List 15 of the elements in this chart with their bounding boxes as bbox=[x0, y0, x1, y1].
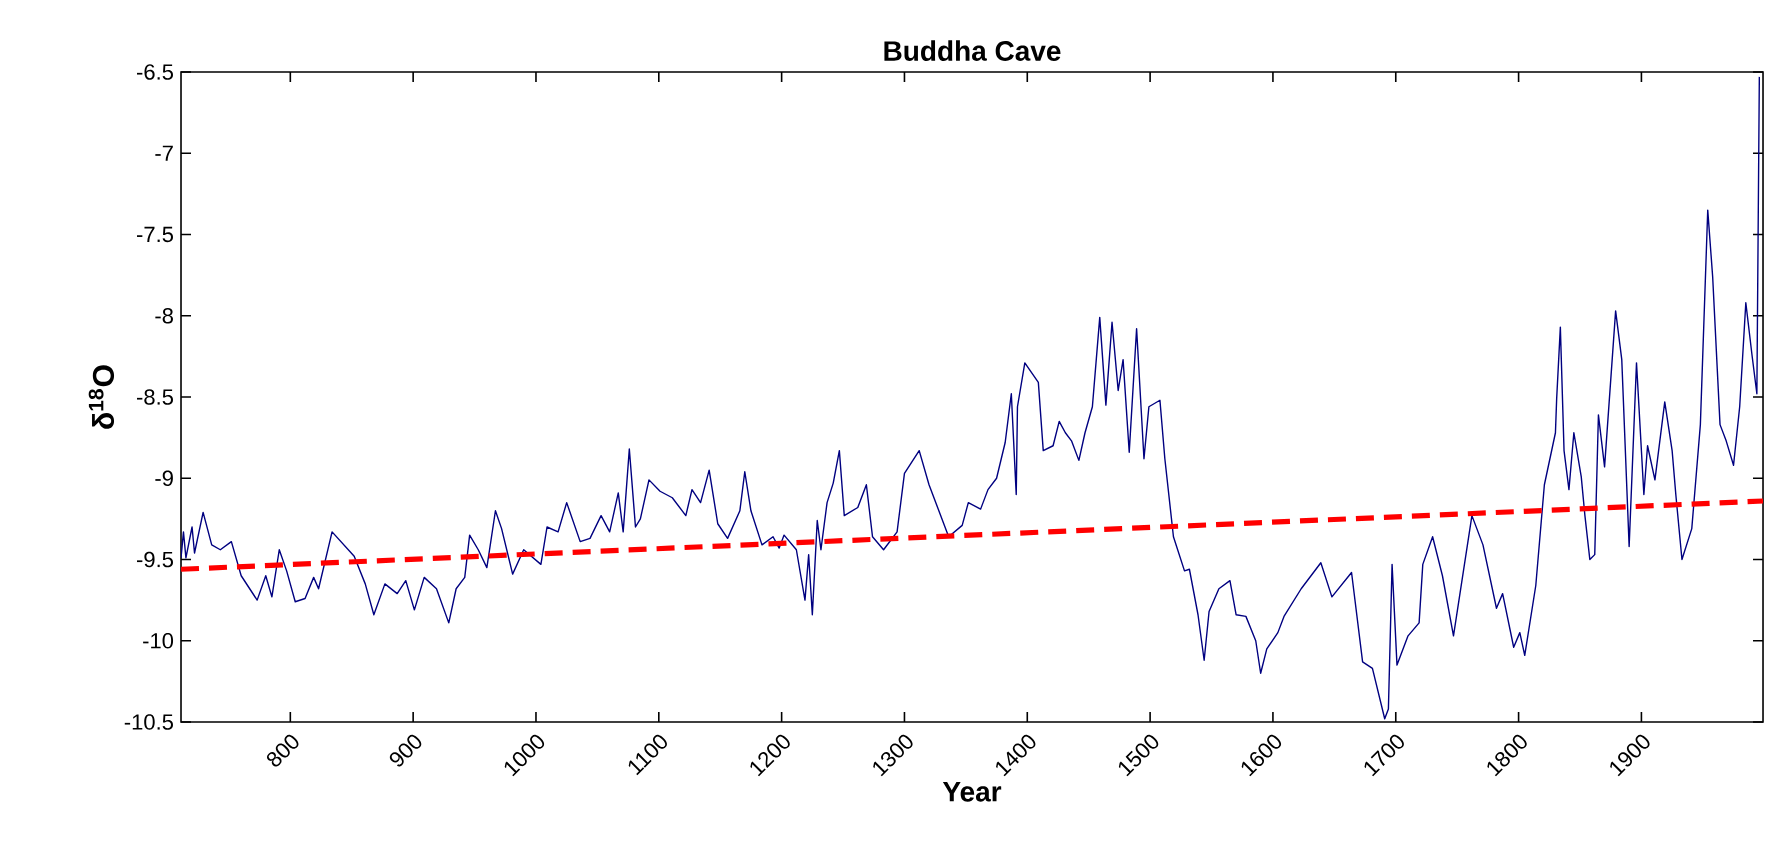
y-tick-label: -6.5 bbox=[137, 64, 173, 80]
y-tick-label: -8 bbox=[155, 307, 173, 324]
x-tick-label: 800 bbox=[266, 734, 299, 767]
y-tick-label: -7 bbox=[155, 145, 173, 161]
y-tick-label: -9.5 bbox=[137, 551, 173, 568]
y-tick-label: -10 bbox=[143, 632, 174, 649]
x-axis-title: Year bbox=[942, 782, 1002, 802]
x-tick-label: 900 bbox=[389, 734, 422, 767]
line-series bbox=[181, 76, 1761, 720]
y-tick-label: -9 bbox=[155, 470, 173, 487]
y-tick-label: -7.5 bbox=[137, 226, 173, 243]
y-axis-title: δ$^{18}$O bbox=[88, 365, 115, 429]
y-tick-label: -8.5 bbox=[137, 389, 173, 405]
y-tick-label: -10.5 bbox=[124, 714, 173, 730]
chart-title: Buddha Cave bbox=[884, 40, 1061, 61]
